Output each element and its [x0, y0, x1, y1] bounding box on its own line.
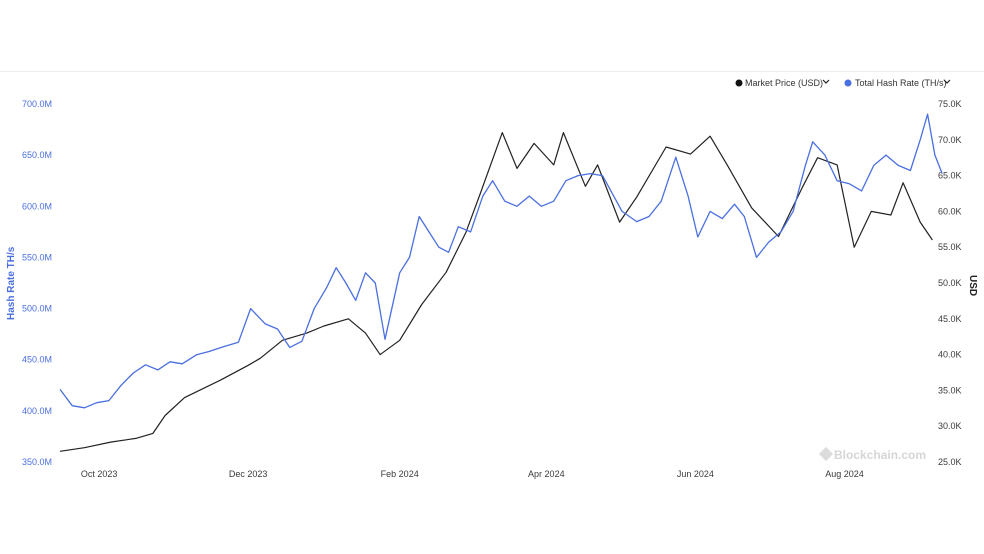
y-axis-right-title: USD	[967, 275, 978, 296]
y-left-tick-label: 350.0M	[22, 457, 52, 467]
header-divider	[0, 71, 984, 72]
legend-item-market-price[interactable]: Market Price (USD)	[735, 78, 830, 88]
x-axis-ticks: Oct 2023 Dec 2023 Feb 2024 Apr 2024 Jun 2024…	[81, 469, 864, 479]
y-left-tick-label: 400.0M	[22, 406, 52, 416]
watermark-text: Blockchain.com	[834, 448, 926, 462]
y-right-tick-label: 75.0K	[938, 99, 962, 109]
legend-swatch-market-price	[735, 79, 743, 87]
y-left-tick-label: 550.0M	[22, 252, 52, 262]
y-left-tick-label: 600.0M	[22, 201, 52, 211]
blockchain-logo-icon	[818, 446, 834, 462]
watermark: Blockchain.com	[818, 446, 926, 462]
y-right-tick-label: 25.0K	[938, 457, 962, 467]
chevron-down-icon[interactable]	[943, 79, 951, 84]
chevron-down-icon[interactable]	[822, 79, 830, 84]
x-tick-label: Apr 2024	[528, 469, 565, 479]
series-line-total-hash-rate-th-s[interactable]	[59, 113, 943, 409]
legend-label-market-price: Market Price (USD)	[745, 78, 823, 88]
x-tick-label: Oct 2023	[81, 469, 118, 479]
y-left-tick-label: 650.0M	[22, 150, 52, 160]
legend-label-hash-rate: Total Hash Rate (TH/s)	[855, 78, 947, 88]
legend-swatch-hash-rate	[844, 79, 852, 87]
x-tick-label: Aug 2024	[825, 469, 864, 479]
y-left-tick-label: 700.0M	[22, 99, 52, 109]
y-right-tick-label: 65.0K	[938, 171, 962, 181]
x-tick-label: Jun 2024	[677, 469, 714, 479]
y-right-tick-label: 55.0K	[938, 242, 962, 252]
legend: Market Price (USD) Total Hash Rate (TH/s…	[735, 78, 951, 88]
series-line-market-price-usd[interactable]	[59, 132, 933, 452]
y-right-tick-label: 35.0K	[938, 385, 962, 395]
y-axis-left-ticks: 350.0M 400.0M 450.0M 500.0M 550.0M 600.0M 650.…	[22, 99, 52, 467]
y-right-tick-label: 50.0K	[938, 278, 962, 288]
y-right-tick-label: 30.0K	[938, 421, 962, 431]
y-right-tick-label: 60.0K	[938, 206, 962, 216]
legend-item-hash-rate[interactable]: Total Hash Rate (TH/s)	[844, 78, 951, 88]
y-right-tick-label: 40.0K	[938, 350, 962, 360]
y-left-tick-label: 450.0M	[22, 355, 52, 365]
y-axis-right-ticks: 25.0K 30.0K 35.0K 40.0K 45.0K 50.0K 55.0K 60.0K…	[938, 99, 962, 467]
x-tick-label: Feb 2024	[381, 469, 419, 479]
y-axis-left-title: Hash Rate TH/s	[6, 246, 17, 320]
y-right-tick-label: 45.0K	[938, 314, 962, 324]
y-left-tick-label: 500.0M	[22, 304, 52, 314]
series-layer	[59, 113, 943, 452]
y-right-tick-label: 70.0K	[938, 135, 962, 145]
x-tick-label: Dec 2023	[229, 469, 268, 479]
